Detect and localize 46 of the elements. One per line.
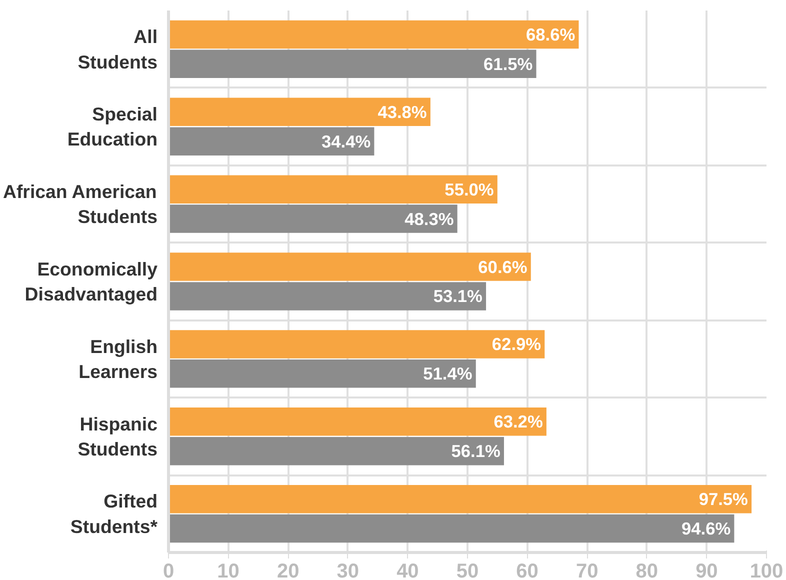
- data-label: 53.1%: [433, 286, 482, 306]
- x-tick-label: 100: [750, 560, 784, 580]
- bar: [168, 484, 752, 514]
- data-label: 55.0%: [444, 179, 494, 200]
- bar: [168, 436, 504, 466]
- x-tick-label: 80: [636, 560, 658, 580]
- bar: [168, 175, 498, 204]
- x-tick-label: 50: [456, 560, 479, 580]
- data-label: 43.8%: [378, 102, 427, 122]
- y-tick-label: English Learners: [78, 336, 158, 382]
- data-label: 34.4%: [321, 131, 371, 152]
- bar: [168, 98, 430, 126]
- y-tick-label: Special Education: [67, 104, 158, 150]
- x-tick-label: 0: [162, 560, 174, 580]
- data-label: 61.5%: [484, 54, 533, 74]
- data-label: 56.1%: [451, 441, 500, 462]
- x-tick-label: 60: [516, 560, 538, 580]
- y-tick-label: Economically Disadvantaged: [24, 258, 158, 305]
- bar: [168, 330, 545, 358]
- x-tick-label: 70: [576, 560, 598, 580]
- x-tick-label: 30: [336, 560, 360, 580]
- x-tick-label: 40: [396, 560, 419, 580]
- y-tick-label: Hispanic Students: [78, 413, 158, 460]
- y-tick-label: African American Students: [3, 180, 158, 228]
- y-tick-label: Gifted Students*: [70, 490, 158, 537]
- y-tick-label: All Students: [78, 26, 158, 72]
- bar: [168, 282, 486, 310]
- data-label: 51.4%: [423, 364, 472, 384]
- data-label: 97.5%: [698, 489, 748, 510]
- bar: [168, 252, 531, 281]
- x-tick-label: 20: [276, 560, 300, 580]
- bar: [168, 204, 458, 233]
- data-label: 62.9%: [492, 334, 542, 354]
- bar: [168, 514, 734, 543]
- data-label: 48.3%: [404, 208, 454, 229]
- bar: [168, 20, 579, 49]
- bar: [168, 127, 374, 156]
- bar: [168, 408, 546, 436]
- bar: [168, 50, 536, 78]
- data-label: 63.2%: [494, 412, 543, 432]
- bar: [168, 360, 476, 388]
- data-label: 94.6%: [681, 518, 731, 538]
- data-label: 60.6%: [478, 256, 528, 277]
- x-tick-label: 90: [696, 560, 718, 580]
- data-label: 68.6%: [526, 24, 576, 45]
- x-tick-label: 10: [217, 560, 240, 580]
